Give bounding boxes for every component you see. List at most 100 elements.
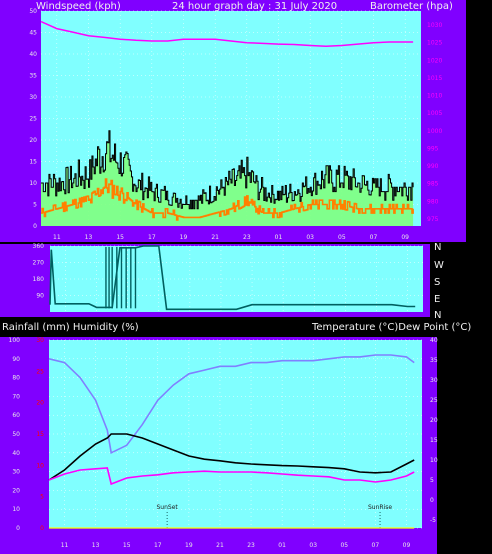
rain-tick-0: 0 [40, 525, 44, 532]
top-x-tick-4: 19 [180, 234, 188, 241]
dir-tick-2: 270 [33, 260, 45, 267]
top-left-tick-4: 20 [29, 137, 37, 144]
temperature-axis-title: Temperature (°C)Dew Point (°C) [311, 322, 471, 333]
compass-label-e: E [434, 294, 440, 305]
wind-direction-line [49, 245, 416, 311]
temperature-tick-1: 0 [430, 497, 434, 504]
top-left-tick-7: 35 [29, 73, 37, 80]
top-x-tick-9: 05 [338, 234, 346, 241]
humidity-line [48, 354, 415, 454]
bottom-x-tick-2: 15 [123, 542, 131, 549]
barometer-axis-title: Barometer (hpa) [370, 1, 453, 12]
top-x-tick-0: 11 [53, 234, 61, 241]
top-x-tick-1: 13 [85, 234, 93, 241]
top-right-tick-1: 980 [427, 198, 439, 205]
top-right-tick-3: 990 [427, 163, 439, 170]
humidity-tick-5: 50 [12, 431, 20, 438]
humidity-tick-4: 40 [12, 450, 20, 457]
top-left-tick-3: 15 [29, 159, 37, 166]
bottom-x-tick-3: 17 [154, 542, 162, 549]
temperature-tick-4: 15 [430, 437, 438, 444]
bottom-x-tick-1: 13 [92, 542, 100, 549]
bottom-x-tick-0: 11 [61, 542, 69, 549]
bottom-x-tick-8: 03 [309, 542, 317, 549]
compass-label-n-bottom: N [434, 310, 441, 321]
bottom-plot-area [49, 340, 422, 528]
windspeed-axis-title: Windspeed (kph) [36, 1, 121, 12]
top-left-tick-0: 0 [33, 223, 37, 230]
top-left-tick-6: 30 [29, 94, 37, 101]
bottom-x-tick-6: 23 [247, 542, 255, 549]
temperature-tick-0: -5 [430, 517, 436, 524]
top-left-tick-9: 45 [29, 30, 37, 37]
bottom-x-tick-11: 09 [403, 542, 411, 549]
top-x-tick-2: 15 [116, 234, 124, 241]
sunset-label: SunSet [156, 504, 178, 511]
temperature-tick-9: 40 [430, 337, 438, 344]
graph-title: 24 hour graph day : 31 July 2020 [172, 1, 337, 12]
humidity-tick-1: 10 [12, 506, 20, 513]
top-right-tick-7: 1010 [427, 93, 442, 100]
humidity-tick-10: 100 [9, 337, 21, 344]
rain-tick-5: 25 [36, 368, 44, 375]
temperature-tick-6: 25 [430, 397, 438, 404]
bottom-x-tick-7: 01 [278, 542, 286, 549]
top-left-tick-5: 25 [29, 116, 37, 123]
temperature-tick-8: 35 [430, 357, 438, 364]
dir-tick-1: 180 [33, 276, 45, 283]
rain-tick-3: 15 [36, 431, 44, 438]
top-left-tick-2: 10 [29, 180, 37, 187]
compass-label-s: S [434, 277, 440, 288]
top-x-tick-3: 17 [148, 234, 156, 241]
top-x-tick-6: 23 [243, 234, 251, 241]
top-x-tick-11: 09 [401, 234, 409, 241]
rain-tick-6: 30 [36, 337, 44, 344]
top-right-tick-8: 1015 [427, 75, 442, 82]
rain-tick-2: 10 [36, 462, 44, 469]
compass-label-n-top: N [434, 242, 441, 253]
top-right-tick-2: 985 [427, 181, 439, 188]
humidity-tick-2: 20 [12, 487, 20, 494]
humidity-tick-6: 60 [12, 412, 20, 419]
top-x-tick-7: 01 [275, 234, 283, 241]
rain-humidity-axis-title: Rainfall (mm) Humidity (%) [2, 322, 139, 333]
pressure-line [40, 20, 414, 47]
gust-line [41, 130, 414, 210]
rain-tick-4: 20 [36, 400, 44, 407]
humidity-tick-7: 70 [12, 393, 20, 400]
bottom-x-tick-5: 21 [216, 542, 224, 549]
top-right-tick-9: 1020 [427, 57, 442, 64]
humidity-tick-9: 90 [12, 356, 20, 363]
temperature-tick-5: 20 [430, 417, 438, 424]
bottom-x-tick-9: 05 [340, 542, 348, 549]
top-right-tick-6: 1005 [427, 110, 442, 117]
humidity-tick-8: 80 [12, 375, 20, 382]
temperature-tick-2: 5 [430, 477, 434, 484]
temperature-tick-3: 10 [430, 457, 438, 464]
bottom-x-tick-4: 19 [185, 542, 193, 549]
temperature-line [48, 433, 415, 481]
top-right-tick-10: 1025 [427, 40, 442, 47]
top-left-tick-1: 5 [33, 202, 37, 209]
top-left-tick-10: 50 [29, 8, 37, 15]
top-right-tick-11: 1030 [427, 22, 442, 29]
sunrise-label: SunRise [368, 504, 392, 511]
temperature-tick-7: 30 [430, 377, 438, 384]
dir-tick-0: 90 [36, 293, 44, 300]
humidity-tick-3: 30 [12, 469, 20, 476]
top-left-tick-8: 40 [29, 51, 37, 58]
dir-tick-3: 360 [33, 243, 45, 250]
top-x-tick-8: 03 [306, 234, 314, 241]
top-x-tick-5: 21 [211, 234, 219, 241]
bottom-x-tick-10: 07 [372, 542, 380, 549]
top-right-tick-0: 975 [427, 216, 439, 223]
top-x-tick-10: 07 [370, 234, 378, 241]
average-wind-line [41, 178, 414, 221]
top-right-tick-5: 1000 [427, 128, 442, 135]
humidity-tick-0: 0 [16, 525, 20, 532]
rain-tick-1: 5 [40, 494, 44, 501]
compass-label-w: W [434, 260, 444, 271]
dewpoint-line [48, 467, 415, 486]
